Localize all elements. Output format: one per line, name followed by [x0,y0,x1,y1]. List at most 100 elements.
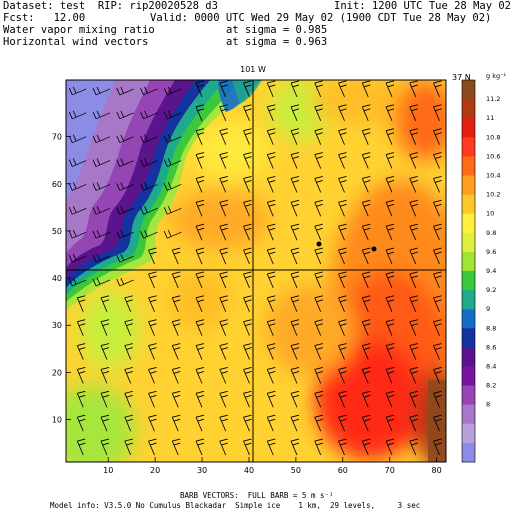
wind-barb [76,367,86,384]
wind-barb [148,319,157,336]
wind-barb [266,271,276,289]
wind-barb [266,438,276,456]
wind-barb [92,230,111,239]
colorbar-swatch [462,99,475,119]
field1-label: Water vapor mixing ratio [3,24,155,36]
field1-level-label: at sigma = 0.985 [226,24,328,36]
wind-barb [409,176,418,193]
colorbar-swatch [462,290,475,310]
wind-barb [243,271,252,289]
colorbar-swatch [462,442,475,463]
field2-level-label: at sigma = 0.963 [226,36,328,48]
wind-barb [433,414,442,432]
wind-barb [219,104,228,121]
wind-barb [338,438,347,456]
wind-barb [266,414,276,432]
wind-barb [243,199,252,217]
wind-barb [68,86,87,96]
wind-barb [290,367,300,384]
colorbar: 11.2 11 10.8 10.6 10.4 10.2 10 9.8 9.6 9.4 9.2 9 8.8… [461,79,500,463]
forecast-hour-label: Fcst: 12.00 [3,12,86,24]
wind-barb [68,158,87,167]
wind-barb [171,367,181,384]
wind-barb [361,414,371,432]
wind-barb [219,247,228,265]
wind-barb [433,128,442,145]
colorbar-label: 8 [486,401,490,409]
wind-barb [290,390,300,408]
wind-barb [100,438,110,456]
wind-barb [140,206,158,215]
wind-barb [361,295,371,312]
wind-barb [219,414,228,432]
wind-barb [409,438,418,456]
wind-barb [243,152,252,169]
wind-barb [116,86,134,96]
wind-barb [338,343,347,360]
colorbar-swatch [462,366,475,387]
wind-barb [163,230,182,239]
x-tick-label: 80 [432,466,442,475]
wind-barb [290,223,300,241]
wind-barb [314,247,323,265]
colorbar-swatch [462,347,475,367]
wind-barb [163,158,182,167]
wind-barb [266,152,276,169]
wind-barb [338,80,347,98]
wind-barb [171,414,181,432]
wind-barb [385,271,395,289]
wind-barb [171,438,181,456]
wind-barb [266,295,276,312]
wind-barb [195,199,205,217]
wind-barb [140,134,158,144]
wind-barb [361,128,371,145]
wind-barb [243,343,252,360]
wind-barb [266,343,276,360]
wind-barb [195,367,205,384]
wind-barb [433,319,442,336]
wind-barb [124,343,133,360]
colorbar-label: 10.2 [486,191,500,199]
wind-barb [219,390,228,408]
wind-barb [409,80,418,98]
longitude-label: 101 W [240,65,266,74]
wind-barb [148,247,157,265]
wind-barb [140,110,158,120]
colorbar-label: 11.2 [486,95,500,103]
wind-barb [219,223,228,241]
colorbar-swatch [462,251,475,272]
colorbar-swatch [462,156,475,176]
wind-barb [266,319,276,336]
wind-barb [338,128,347,145]
wind-barb [243,367,252,384]
colorbar-swatch [462,232,475,253]
wind-barb [266,176,276,193]
wind-barb [433,80,442,98]
wind-barb [409,104,418,121]
wind-barb [338,390,347,408]
wind-barb [195,247,205,265]
map-frame [65,79,447,463]
wind-barb [409,367,418,384]
station-marker [371,246,377,252]
wind-barb [290,271,300,289]
wind-barb [140,230,158,239]
wind-barb [195,271,205,289]
wind-barb [243,104,252,121]
wind-barb [385,414,395,432]
wind-barb [409,128,418,145]
wind-barb [163,134,182,144]
wind-barb [338,271,347,289]
y-tick-label: 60 [52,180,62,189]
wind-barb [163,110,182,120]
wind-barb [243,176,252,193]
wind-barb [219,176,228,193]
wind-barb [171,319,181,336]
station-marker [316,241,322,247]
colorbar-swatch [462,137,475,157]
wind-barb [100,343,110,360]
wind-barb [385,295,395,312]
colorbar-swatch [462,404,475,425]
wind-barb [290,104,300,121]
wind-barb [433,367,442,384]
